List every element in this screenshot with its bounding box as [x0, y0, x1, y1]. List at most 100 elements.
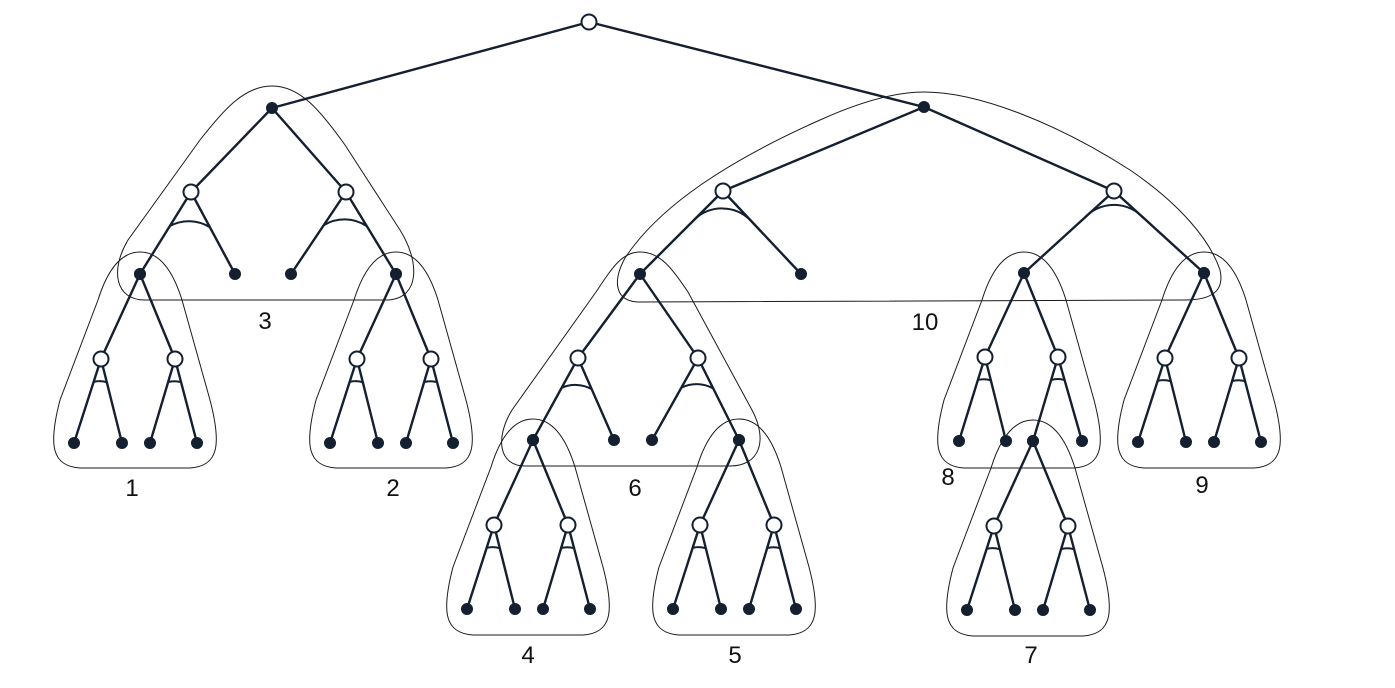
tree-edge	[531, 438, 570, 527]
or-node	[689, 349, 707, 367]
and-arc	[680, 383, 714, 390]
or-node	[691, 516, 709, 534]
or-node	[1156, 349, 1174, 367]
tree-edge	[566, 523, 592, 611]
tree-edge	[404, 357, 433, 445]
tree-edge	[1066, 524, 1092, 612]
tree-edge	[721, 105, 926, 193]
tree-edge	[1163, 356, 1188, 444]
leaf-node	[1000, 435, 1012, 447]
tree-edge	[587, 20, 926, 109]
and-arc	[1083, 203, 1145, 219]
tree-edge	[1163, 271, 1206, 360]
tree-edge	[394, 272, 433, 361]
leaf-node	[134, 268, 146, 280]
leaf-node	[1084, 604, 1096, 616]
tree-edge	[344, 190, 398, 276]
group-outline-7	[946, 419, 1110, 637]
tree-edge	[576, 356, 616, 442]
leaf-node	[400, 437, 412, 449]
tree-edge	[576, 272, 642, 360]
leaf-node	[667, 603, 679, 615]
leaf-node	[1198, 267, 1210, 279]
leaf-node	[1076, 435, 1088, 447]
and-arc	[561, 383, 593, 391]
or-node	[166, 350, 184, 368]
leaf-node	[1018, 267, 1030, 279]
and-arc	[692, 546, 707, 550]
group-label-3: 3	[258, 308, 271, 335]
group-outline-1	[53, 251, 217, 469]
leaf-node	[1009, 604, 1021, 616]
leaf-node	[372, 437, 384, 449]
tree-edge	[355, 272, 398, 361]
or-node	[182, 183, 200, 201]
group-labels: 1 2 3 4 5 6 7 8 9 10	[125, 308, 1208, 669]
leaf-node	[715, 603, 727, 615]
tree-edge	[772, 523, 798, 611]
tree-edge	[1041, 524, 1070, 612]
tree-edge	[698, 523, 723, 611]
and-arc	[1231, 379, 1246, 383]
tree-edge	[429, 357, 455, 445]
or-node	[1105, 182, 1123, 200]
or-node	[1049, 348, 1067, 366]
leaf-node	[191, 437, 203, 449]
tree-edge	[1202, 271, 1241, 360]
leaf-node	[1037, 604, 1049, 616]
leaf-node	[537, 603, 549, 615]
tree-nodes	[68, 13, 1267, 616]
or-node	[976, 348, 994, 366]
leaf-node	[1132, 436, 1144, 448]
tree-edge	[1136, 356, 1167, 444]
tree-edge	[638, 272, 700, 360]
or-node	[765, 516, 783, 534]
and-arc	[1050, 378, 1065, 382]
tree-edge	[541, 523, 570, 611]
tree-edge	[465, 523, 496, 611]
leaf-node	[509, 603, 521, 615]
tree-edge	[721, 189, 803, 276]
tree-edge	[747, 523, 776, 611]
leaf-node	[266, 102, 278, 114]
group-label-6: 6	[628, 475, 641, 502]
group-outline-3	[117, 85, 415, 301]
tree-edge	[99, 357, 124, 445]
or-node	[569, 349, 587, 367]
group-outline-2	[309, 251, 473, 469]
tree-edge	[1022, 271, 1060, 359]
tree-edge	[72, 357, 103, 445]
leaf-node	[918, 101, 930, 113]
group-label-2: 2	[386, 475, 399, 502]
and-arc	[93, 380, 108, 384]
leaf-node	[461, 603, 473, 615]
leaf-node	[608, 434, 620, 446]
tree-edge	[957, 355, 987, 443]
group-outline-9	[1117, 251, 1281, 469]
leaf-node	[116, 437, 128, 449]
tree-edge	[289, 190, 348, 276]
tree-edge	[992, 524, 1017, 612]
tree-edge	[638, 189, 725, 276]
tree-edge	[173, 357, 199, 445]
tree-edge	[1212, 356, 1241, 444]
tree-edge	[922, 105, 1116, 193]
tree-edge	[983, 271, 1026, 359]
leaf-node	[961, 604, 973, 616]
tree-edge	[355, 357, 380, 445]
tree-edge	[1112, 189, 1206, 275]
leaf-node	[646, 434, 658, 446]
tree-edge	[737, 438, 776, 527]
and-arcs	[93, 203, 1246, 551]
tree-edge	[1022, 189, 1116, 275]
leaf-node	[144, 437, 156, 449]
or-node	[1059, 517, 1077, 535]
group-label-7: 7	[1024, 642, 1037, 669]
group-outline-10	[617, 91, 1222, 303]
tree-edge	[696, 356, 741, 442]
group-label-8: 8	[941, 464, 954, 491]
tree-edge	[99, 272, 142, 361]
or-node	[985, 517, 1003, 535]
and-arc	[423, 380, 438, 384]
